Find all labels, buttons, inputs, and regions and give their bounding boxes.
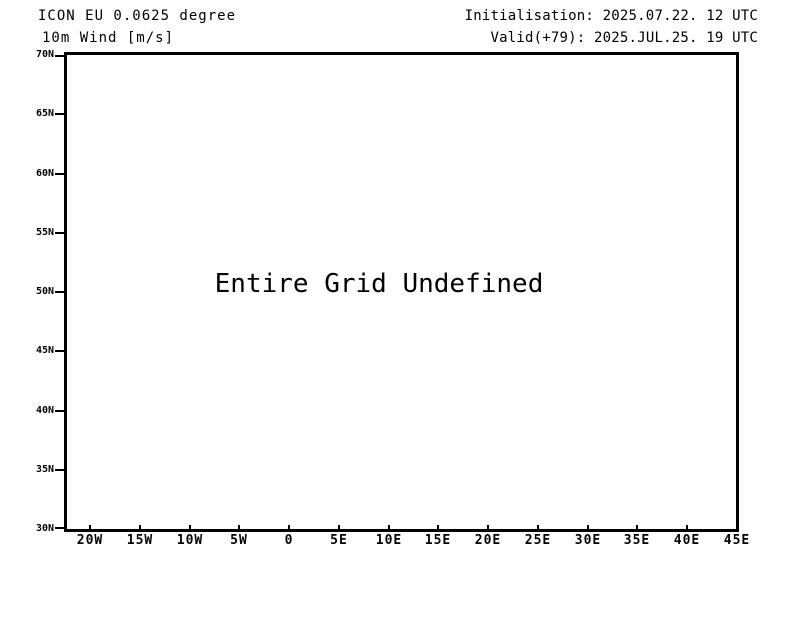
- x-axis-tick-label: 40E: [673, 533, 701, 548]
- x-axis-tick: [736, 525, 738, 529]
- valid-time-label: Valid(+79): 2025.JUL.25. 19 UTC: [490, 30, 758, 46]
- y-axis-tick: [55, 113, 64, 115]
- y-axis-tick: [55, 55, 64, 57]
- y-axis-tick-label: 30N: [35, 523, 54, 534]
- y-axis-tick-label: 35N: [35, 464, 54, 475]
- x-axis-tick: [437, 525, 439, 529]
- parameter-title: 10m Wind [m/s]: [42, 30, 175, 46]
- x-axis-tick: [189, 525, 191, 529]
- x-axis-tick-label: 15W: [126, 533, 154, 548]
- header-right: Initialisation: 2025.07.22. 12 UTC Valid…: [465, 5, 758, 49]
- x-axis-tick: [587, 525, 589, 529]
- y-axis-tick-label: 60N: [35, 168, 54, 179]
- grid-undefined-message: Entire Grid Undefined: [214, 269, 544, 299]
- x-axis-tick-label: 10W: [176, 533, 204, 548]
- y-axis-tick: [55, 527, 64, 529]
- y-axis-tick: [55, 410, 64, 412]
- header-left: ICON EU 0.0625 degree 10m Wind [m/s]: [38, 5, 236, 49]
- y-axis-tick: [55, 350, 64, 352]
- x-axis-tick-label: 0: [284, 533, 294, 548]
- x-axis-tick: [338, 525, 340, 529]
- x-axis-tick: [636, 525, 638, 529]
- x-axis-tick-label: 45E: [723, 533, 751, 548]
- initialisation-label: Initialisation: 2025.07.22. 12 UTC: [464, 8, 758, 24]
- x-axis-tick-label: 15E: [424, 533, 452, 548]
- y-axis-tick-label: 50N: [35, 286, 54, 297]
- y-axis-tick: [55, 173, 64, 175]
- x-axis-tick: [388, 525, 390, 529]
- x-axis-tick-label: 20W: [76, 533, 104, 548]
- x-axis-tick: [487, 525, 489, 529]
- y-axis-tick-label: 45N: [35, 345, 54, 356]
- x-axis-tick: [288, 525, 290, 529]
- y-axis-tick-label: 55N: [35, 227, 54, 238]
- y-axis: 70N 65N 60N 55N 50N 45N 40N 35N 30N: [36, 50, 736, 534]
- y-axis-tick-label: 65N: [35, 108, 54, 119]
- y-axis-tick: [55, 291, 64, 293]
- x-axis-tick-label: 10E: [375, 533, 403, 548]
- y-axis-tick: [55, 469, 64, 471]
- y-axis-tick-label: 40N: [35, 405, 54, 416]
- x-axis: 20W 15W 10W 5W 0 5E 10E 15E 20E 25E 30E 35E 40E 45E: [67, 55, 749, 547]
- x-axis-tick-label: 5W: [230, 533, 248, 548]
- x-axis-tick: [537, 525, 539, 529]
- x-axis-tick: [238, 525, 240, 529]
- x-axis-tick: [139, 525, 141, 529]
- x-axis-tick-label: 25E: [524, 533, 552, 548]
- x-axis-tick: [89, 525, 91, 529]
- x-axis-tick-label: 30E: [574, 533, 602, 548]
- x-axis-tick: [686, 525, 688, 529]
- x-axis-tick-label: 5E: [330, 533, 348, 548]
- y-axis-tick: [55, 232, 64, 234]
- x-axis-tick-label: 20E: [474, 533, 502, 548]
- x-axis-tick-label: 35E: [623, 533, 651, 548]
- y-axis-tick-label: 70N: [35, 49, 54, 60]
- model-title: ICON EU 0.0625 degree: [38, 8, 237, 24]
- plot-area: 70N 65N 60N 55N 50N 45N 40N 35N 30N 20W 15W 10W 5W 0…: [36, 50, 749, 548]
